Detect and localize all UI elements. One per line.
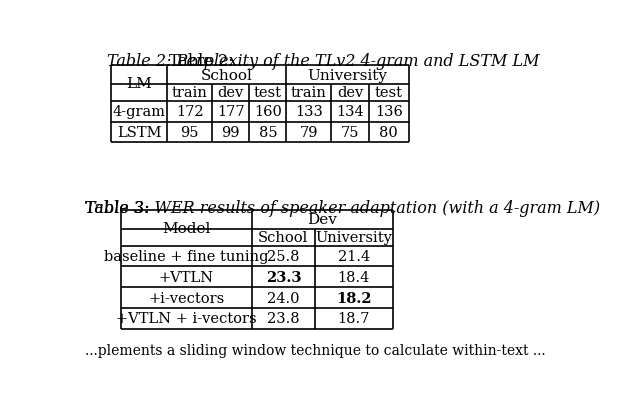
- Text: 23.8: 23.8: [267, 311, 300, 326]
- Text: train: train: [291, 86, 327, 100]
- Text: 75: 75: [341, 126, 359, 140]
- Text: dev: dev: [337, 86, 363, 100]
- Text: University: University: [307, 68, 387, 83]
- Text: 23.3: 23.3: [266, 270, 301, 284]
- Text: LM: LM: [127, 77, 152, 91]
- Text: dev: dev: [217, 86, 244, 100]
- Text: +i-vectors: +i-vectors: [148, 291, 225, 305]
- Text: 80: 80: [379, 126, 398, 140]
- Text: Table 3: WER results of speaker adaptation (with a 4-gram LM): Table 3: WER results of speaker adaptati…: [85, 199, 600, 216]
- Text: +VTLN: +VTLN: [159, 270, 214, 284]
- Text: LSTM: LSTM: [117, 126, 161, 140]
- Text: 85: 85: [258, 126, 277, 140]
- Text: 21.4: 21.4: [338, 249, 370, 263]
- Text: School: School: [201, 68, 253, 83]
- Text: test: test: [254, 86, 282, 100]
- Text: Table 2:: Table 2:: [169, 53, 239, 70]
- Text: Dev: Dev: [307, 213, 337, 227]
- Text: 25.8: 25.8: [267, 249, 300, 263]
- Text: 177: 177: [217, 105, 244, 119]
- Text: 95: 95: [180, 126, 199, 140]
- Text: ...plements a sliding window technique to calculate within-text ...: ...plements a sliding window technique t…: [85, 343, 546, 358]
- Text: test: test: [375, 86, 403, 100]
- Text: 172: 172: [176, 105, 203, 119]
- Text: train: train: [171, 86, 207, 100]
- Text: 134: 134: [336, 105, 364, 119]
- Text: University: University: [316, 230, 392, 245]
- Text: 160: 160: [254, 105, 282, 119]
- Text: Model: Model: [163, 222, 210, 235]
- Text: 99: 99: [221, 126, 240, 140]
- Text: School: School: [258, 230, 309, 245]
- Text: 18.2: 18.2: [336, 291, 372, 305]
- Text: 18.7: 18.7: [338, 311, 370, 326]
- Text: 133: 133: [295, 105, 323, 119]
- Text: 18.4: 18.4: [338, 270, 370, 284]
- Text: Table 3:: Table 3:: [85, 199, 155, 216]
- Text: Table 2: Perplexity of the TLv2 4-gram and LSTM LM: Table 2: Perplexity of the TLv2 4-gram a…: [106, 53, 539, 70]
- Text: 4-gram: 4-gram: [113, 105, 166, 119]
- Text: 79: 79: [300, 126, 318, 140]
- Text: baseline + fine tuning: baseline + fine tuning: [104, 249, 269, 263]
- Text: 24.0: 24.0: [267, 291, 300, 305]
- Text: +VTLN + i-vectors: +VTLN + i-vectors: [116, 311, 257, 326]
- Text: 136: 136: [375, 105, 403, 119]
